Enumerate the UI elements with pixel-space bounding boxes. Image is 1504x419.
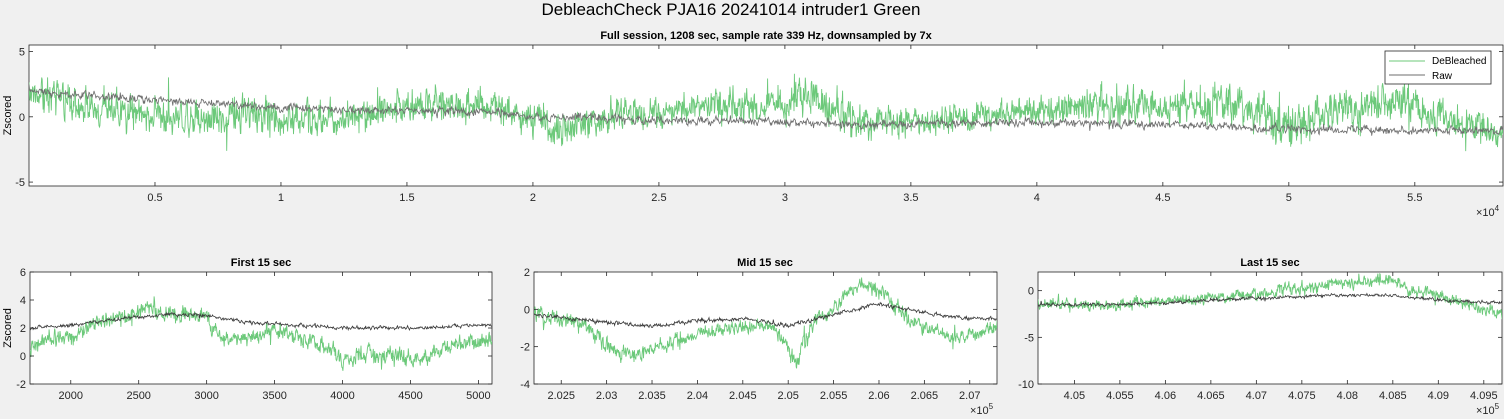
series-layer xyxy=(29,73,1503,152)
x-tick-label: 5 xyxy=(1286,192,1292,204)
x-tick-label: 3500 xyxy=(262,390,286,402)
y-tick-label: 0 xyxy=(19,112,25,124)
x-tick-label: 2.045 xyxy=(729,390,757,402)
y-tick-label: -4 xyxy=(520,379,530,391)
axes-mid-15-sec: Mid 15 sec 2.025 2.03 2.035 2.04 2.045 2.05 2.… xyxy=(520,257,998,417)
x-tick-label: 2.035 xyxy=(638,390,666,402)
x-tick-label: 3.5 xyxy=(903,192,918,204)
y-tick-label: 0 xyxy=(524,304,530,316)
x-exponent-label: ×105 xyxy=(970,402,994,417)
x-tick-label: 2.03 xyxy=(596,390,617,402)
figure-title: DebleachCheck PJA16 20241014 intruder1 G… xyxy=(542,0,921,19)
series-line-debleached xyxy=(1038,272,1502,320)
x-tick-label: 4500 xyxy=(398,390,422,402)
y-tick-label: 6 xyxy=(20,267,26,279)
series-line-debleached xyxy=(29,73,1503,152)
axes-full-session: Full session, 1208 sec, sample rate 339 … xyxy=(2,30,1504,219)
x-tick-label: 4.5 xyxy=(1155,192,1170,204)
y-tick-label: 0 xyxy=(20,351,26,363)
x-tick-label: 2000 xyxy=(59,390,83,402)
x-tick-label: 2.04 xyxy=(687,390,708,402)
y-tick-label: 2 xyxy=(20,323,26,335)
x-tick-label: 5000 xyxy=(466,390,490,402)
series-line-debleached xyxy=(30,296,492,371)
x-tick-label: 2500 xyxy=(126,390,150,402)
y-tick-label: 5 xyxy=(19,47,25,59)
series-layer xyxy=(30,296,492,371)
x-tick-label: 2.025 xyxy=(547,390,575,402)
plot-area xyxy=(1037,271,1503,385)
x-tick-label: 2.5 xyxy=(651,192,666,204)
x-tick-label: 4.05 xyxy=(1064,390,1085,402)
y-tick-label: -10 xyxy=(1018,379,1034,391)
x-tick-label: 0.5 xyxy=(147,192,162,204)
x-exponent-label: ×105 xyxy=(1476,402,1500,417)
x-tick-label: 1 xyxy=(278,192,284,204)
y-tick-label: -2 xyxy=(16,379,26,391)
x-tick-label: 4.065 xyxy=(1197,390,1225,402)
x-tick-label: 2.07 xyxy=(959,390,980,402)
legend-entry-debleached: DeBleached xyxy=(1432,56,1486,67)
x-tick-label: 2.06 xyxy=(868,390,889,402)
axis-layer: 2.025 2.03 2.035 2.04 2.045 2.05 2.055 2.06 2.06… xyxy=(520,267,997,417)
x-tick-label: 4.09 xyxy=(1428,390,1449,402)
x-exponent-label: ×104 xyxy=(1476,204,1500,219)
series-line-raw xyxy=(1038,292,1502,308)
x-tick-label: 2.055 xyxy=(820,390,848,402)
x-tick-label: 4.085 xyxy=(1379,390,1407,402)
axes-title: Mid 15 sec xyxy=(737,257,793,269)
axes-last-15-sec: Last 15 sec 4.05 4.055 4.06 4.065 4.07 4.075 4… xyxy=(1018,257,1503,417)
x-tick-label: 2 xyxy=(530,192,536,204)
legend: DeBleached Raw xyxy=(1384,50,1492,85)
x-tick-label: 4.095 xyxy=(1470,390,1498,402)
series-line-raw xyxy=(30,311,492,332)
x-tick-label: 4 xyxy=(1034,192,1040,204)
y-tick-label: -5 xyxy=(15,177,25,189)
y-tick-label: 0 xyxy=(1028,286,1034,298)
y-axis-label: Zscored xyxy=(2,308,14,348)
axis-layer: 2000 2500 3000 3500 4000 4500 5000 -2 0 2 4 6 Zscore… xyxy=(2,267,492,402)
x-tick-label: 4.07 xyxy=(1246,390,1267,402)
x-tick-label: 3 xyxy=(782,192,788,204)
x-tick-label: 3000 xyxy=(194,390,218,402)
x-tick-label: 5.5 xyxy=(1407,192,1422,204)
x-tick-label: 2.065 xyxy=(911,390,939,402)
series-line-debleached xyxy=(534,277,997,369)
legend-entry-raw: Raw xyxy=(1432,71,1453,82)
x-tick-label: 2.05 xyxy=(777,390,798,402)
x-tick-label: 4.055 xyxy=(1106,390,1134,402)
x-tick-label: 4000 xyxy=(330,390,354,402)
series-line-raw xyxy=(29,84,1503,136)
axes-title: Last 15 sec xyxy=(1240,257,1299,269)
axis-layer: 0.5 1 1.5 2 2.5 3 3.5 4 4.5 5 5.5 -5 0 5 Zscored ×104 xyxy=(2,45,1503,219)
x-tick-label: 4.06 xyxy=(1155,390,1176,402)
y-tick-label: 4 xyxy=(20,295,26,307)
y-tick-label: -2 xyxy=(520,342,530,354)
series-layer xyxy=(1038,272,1502,320)
x-tick-label: 4.075 xyxy=(1288,390,1316,402)
y-axis-label: Zscored xyxy=(2,96,14,136)
y-tick-label: 2 xyxy=(524,267,530,279)
series-layer xyxy=(534,277,997,369)
axis-layer: 4.05 4.055 4.06 4.065 4.07 4.075 4.08 4.085 4.09… xyxy=(1018,272,1502,417)
x-tick-label: 4.08 xyxy=(1337,390,1358,402)
y-tick-label: -5 xyxy=(1024,332,1034,344)
axes-title: Full session, 1208 sec, sample rate 339 … xyxy=(600,30,932,42)
legend-box xyxy=(1384,50,1492,85)
axes-first-15-sec: First 15 sec 2000 2500 3000 3500 4000 4500 500… xyxy=(2,257,493,402)
series-line-raw xyxy=(534,301,997,329)
x-tick-label: 1.5 xyxy=(399,192,414,204)
axes-title: First 15 sec xyxy=(231,257,292,269)
